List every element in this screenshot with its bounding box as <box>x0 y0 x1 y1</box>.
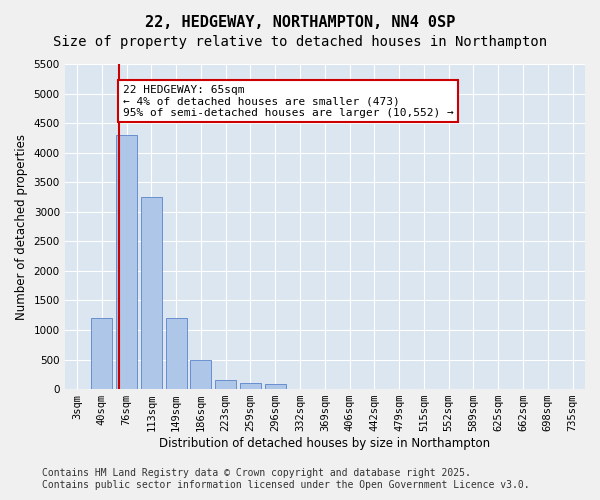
Bar <box>190 360 211 389</box>
Text: Contains HM Land Registry data © Crown copyright and database right 2025.
Contai: Contains HM Land Registry data © Crown c… <box>42 468 530 490</box>
Text: Size of property relative to detached houses in Northampton: Size of property relative to detached ho… <box>53 35 547 49</box>
Bar <box>240 383 261 389</box>
Bar <box>265 384 286 389</box>
Bar <box>166 318 187 389</box>
X-axis label: Distribution of detached houses by size in Northampton: Distribution of detached houses by size … <box>159 437 490 450</box>
Y-axis label: Number of detached properties: Number of detached properties <box>15 134 28 320</box>
Text: 22 HEDGEWAY: 65sqm
← 4% of detached houses are smaller (473)
95% of semi-detache: 22 HEDGEWAY: 65sqm ← 4% of detached hous… <box>122 84 454 118</box>
Bar <box>141 197 162 389</box>
Bar <box>215 380 236 389</box>
Text: 22, HEDGEWAY, NORTHAMPTON, NN4 0SP: 22, HEDGEWAY, NORTHAMPTON, NN4 0SP <box>145 15 455 30</box>
Bar <box>116 135 137 389</box>
Bar <box>91 318 112 389</box>
